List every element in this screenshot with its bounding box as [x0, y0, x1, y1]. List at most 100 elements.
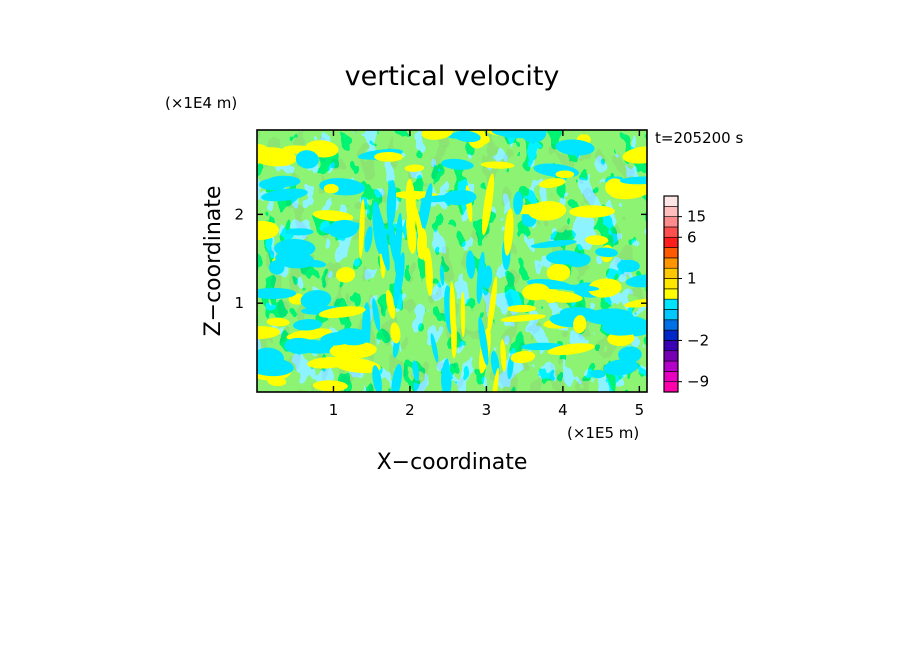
- colorbar-segment: [663, 319, 679, 331]
- x-axis-label: X−coordinate: [377, 450, 528, 475]
- colorbar-segment: [663, 309, 679, 321]
- time-label: t=205200 s: [655, 129, 743, 147]
- field-blob: [333, 357, 381, 374]
- field-blob: [318, 306, 366, 319]
- y-tick-label: 2: [234, 205, 244, 223]
- colorbar-segment: [663, 206, 679, 217]
- y-tick-label: 1: [234, 294, 244, 312]
- colorbar-segment: [663, 226, 679, 238]
- field-blob: [446, 132, 478, 139]
- chart-title: vertical velocity: [345, 61, 560, 92]
- y-axis: 12: [234, 205, 647, 312]
- colorbar-segment: [663, 247, 679, 259]
- field-blob: [388, 218, 399, 266]
- x-axis: 1 2 3 4 5: [329, 130, 644, 419]
- field-blob: [546, 250, 582, 265]
- field-blob: [372, 365, 382, 392]
- field-blob: [441, 358, 450, 389]
- field-blob: [573, 315, 587, 334]
- field-blob: [257, 144, 270, 164]
- field-blob: [257, 347, 284, 368]
- colorbar-segment: [663, 257, 679, 269]
- colorbar-segment: [663, 371, 679, 382]
- colorbar-label: 1: [687, 270, 697, 288]
- colorbar-frame: [663, 195, 679, 393]
- field-blob: [510, 350, 536, 364]
- field-blob: [412, 360, 420, 382]
- colorbar-segment: [663, 298, 679, 310]
- field-blob: [460, 291, 466, 338]
- x-tick-label: 5: [635, 401, 645, 419]
- field-blob: [420, 183, 433, 235]
- field-blob: [286, 328, 332, 341]
- field-blob: [386, 180, 397, 228]
- x-unit-label: (×1E5 m): [567, 424, 639, 442]
- field-blob: [441, 158, 474, 170]
- field-blob: [406, 217, 416, 249]
- field-blob: [439, 265, 445, 286]
- field-blob: [481, 173, 495, 236]
- field-blob: [393, 252, 405, 307]
- colorbar-label: −2: [687, 331, 709, 349]
- field-blob: [507, 304, 537, 313]
- y-unit-label: (×1E4 m): [165, 94, 237, 112]
- field-blob: [287, 340, 331, 351]
- colorbar-segment: [663, 340, 679, 352]
- field-blob: [622, 146, 647, 164]
- plot-frame: [256, 129, 648, 393]
- field-blob: [595, 247, 618, 258]
- field-blob: [546, 263, 571, 282]
- field-blob: [482, 265, 493, 289]
- field-blob: [587, 278, 622, 298]
- field-blob: [555, 170, 575, 179]
- field-blob: [605, 178, 625, 197]
- y-axis-label: Z−coordinate: [201, 186, 226, 337]
- field-blob: [421, 130, 454, 140]
- field-blob: [478, 316, 489, 366]
- field-blob: [449, 281, 456, 344]
- field-blob: [504, 208, 514, 256]
- field-blob: [476, 251, 485, 304]
- field-blob: [569, 205, 615, 218]
- x-tick-label: 2: [405, 401, 415, 419]
- field-blob: [364, 226, 373, 253]
- field-blob: [391, 363, 402, 392]
- colorbar-segment: [663, 381, 679, 393]
- field-blob: [555, 139, 595, 156]
- colorbar-segment: [663, 329, 679, 341]
- field-blob: [335, 328, 370, 346]
- field-blob: [292, 319, 323, 331]
- field-blob: [376, 209, 390, 271]
- field-blob: [513, 203, 561, 215]
- field-blob: [257, 220, 279, 240]
- field-blob: [323, 183, 339, 194]
- field-blob: [538, 178, 566, 188]
- field-blob: [466, 250, 476, 279]
- field-blob: [385, 289, 396, 319]
- field-blob: [500, 339, 507, 372]
- colorbar-segment: [663, 216, 679, 228]
- field-blob: [335, 267, 356, 283]
- field-blob: [442, 190, 477, 206]
- field-blob: [312, 210, 354, 222]
- colorbar: 15 6 1 −2 −9: [663, 195, 709, 393]
- field-blob: [295, 150, 319, 169]
- x-tick-label: 1: [329, 401, 339, 419]
- velocity-field-bands: [257, 130, 647, 392]
- field-blob: [617, 259, 640, 273]
- colorbar-segment: [663, 350, 679, 362]
- colorbar-label: −9: [687, 373, 709, 391]
- field-blob: [358, 199, 365, 259]
- field-blob: [480, 161, 515, 169]
- field-blob: [257, 287, 297, 299]
- field-blob: [430, 333, 439, 363]
- field-blob: [374, 152, 404, 162]
- colorbar-segment: [663, 267, 679, 279]
- field-blob: [618, 346, 642, 363]
- colorbar-label: 15: [687, 208, 706, 226]
- field-blob: [390, 322, 401, 344]
- field-blob: [416, 228, 428, 260]
- field-blob: [547, 343, 595, 356]
- field-blob: [590, 369, 606, 379]
